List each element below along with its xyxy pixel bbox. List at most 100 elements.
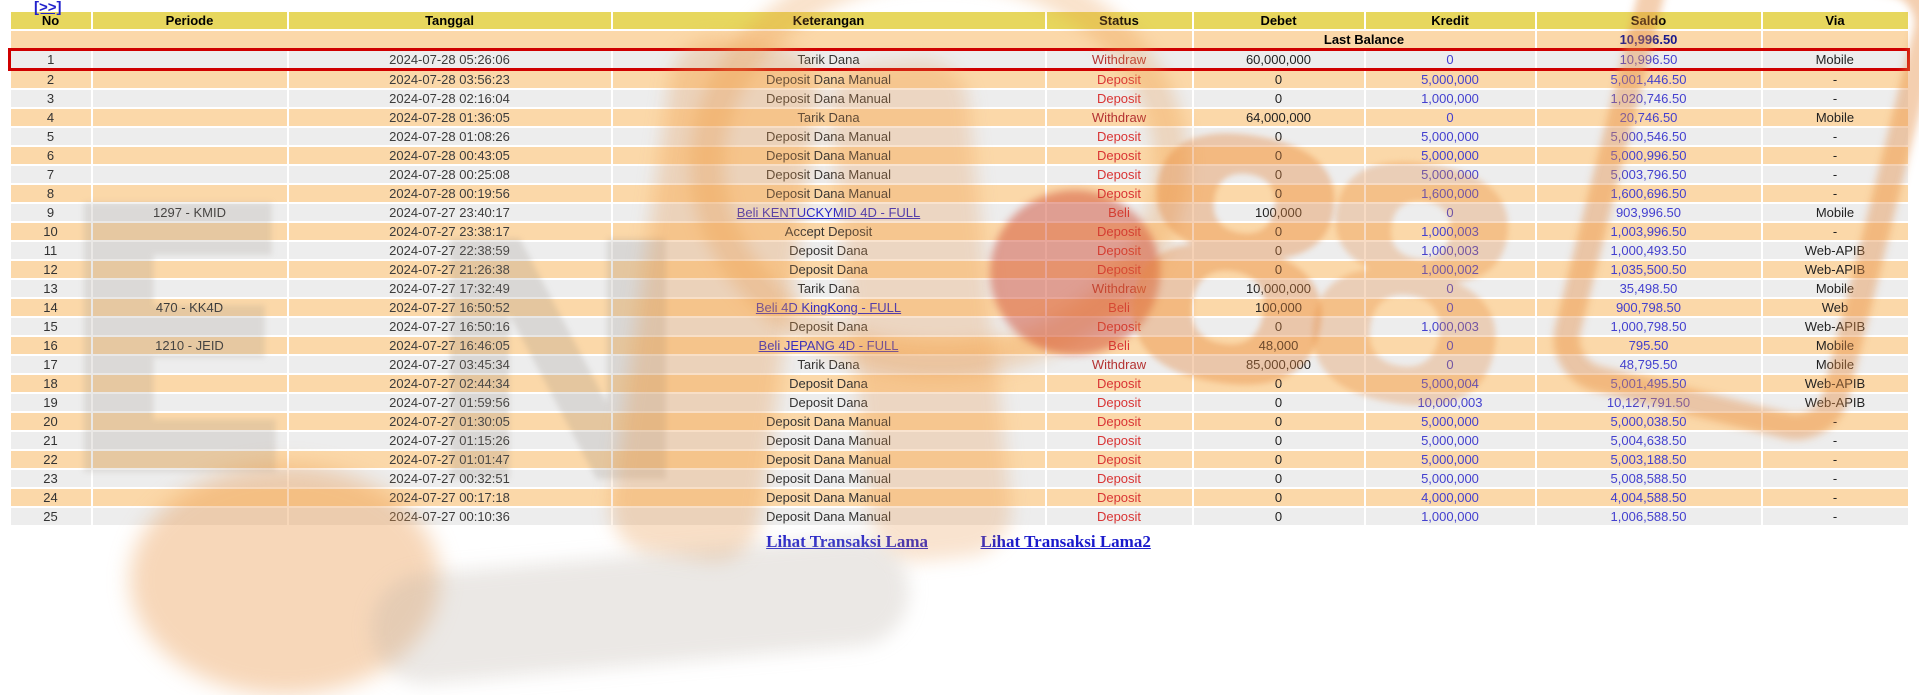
cell-debet: 48,000 — [1191, 335, 1366, 356]
cell-tanggal: 2024-07-27 00:17:18 — [286, 487, 613, 508]
column-header-periode: Periode — [90, 10, 289, 31]
cell-tanggal: 2024-07-27 01:30:05 — [286, 411, 613, 432]
cell-keterangan: Beli KENTUCKYMID 4D - FULL — [610, 202, 1047, 223]
column-header-via: Via — [1760, 10, 1910, 31]
cell-debet: 0 — [1191, 221, 1366, 242]
cell-saldo: 1,000,798.50 — [1534, 316, 1763, 337]
table-row: 15 2024-07-27 16:50:16 Deposit Dana Deposit… — [8, 316, 1910, 337]
cell-periode — [90, 88, 289, 109]
keterangan-link[interactable]: Beli JEPANG 4D - FULL — [758, 338, 899, 353]
cell-periode — [90, 373, 289, 394]
cell-via: Mobile — [1760, 278, 1910, 299]
cell-keterangan: Deposit Dana Manual — [610, 430, 1047, 451]
cell-tanggal: 2024-07-27 22:38:59 — [286, 240, 613, 261]
cell-no: 5 — [8, 126, 93, 147]
cell-via: Mobile — [1760, 354, 1910, 375]
cell-tanggal: 2024-07-28 00:43:05 — [286, 145, 613, 166]
table-row: 2 2024-07-28 03:56:23 Deposit Dana Manual D… — [8, 68, 1910, 90]
cell-keterangan: Deposit Dana Manual — [610, 164, 1047, 185]
cell-periode — [90, 278, 289, 299]
lihat-transaksi-lama-link[interactable]: Lihat Transaksi Lama — [766, 532, 929, 551]
cell-tanggal: 2024-07-27 01:15:26 — [286, 430, 613, 451]
last-balance-label: Last Balance — [1191, 29, 1537, 51]
cell-tanggal: 2024-07-27 23:40:17 — [286, 202, 613, 223]
cell-kredit: 1,000,003 — [1363, 316, 1537, 337]
cell-via: - — [1760, 183, 1910, 204]
cell-tanggal: 2024-07-27 00:32:51 — [286, 468, 613, 489]
cell-tanggal: 2024-07-27 17:32:49 — [286, 278, 613, 299]
cell-tanggal: 2024-07-27 01:59:56 — [286, 392, 613, 413]
cell-status: Deposit — [1044, 221, 1194, 242]
cell-status: Withdraw — [1044, 278, 1194, 299]
cell-no: 11 — [8, 240, 93, 261]
cell-periode — [90, 354, 289, 375]
cell-keterangan: Deposit Dana Manual — [610, 506, 1047, 527]
cell-tanggal: 2024-07-27 16:50:16 — [286, 316, 613, 337]
cell-debet: 100,000 — [1191, 297, 1366, 318]
cell-kredit: 1,000,003 — [1363, 240, 1537, 261]
cell-no: 7 — [8, 164, 93, 185]
cell-via: - — [1760, 430, 1910, 451]
cell-keterangan: Deposit Dana Manual — [610, 449, 1047, 470]
lihat-transaksi-lama2-link[interactable]: Lihat Transaksi Lama2 — [980, 532, 1151, 551]
cell-saldo: 5,003,796.50 — [1534, 164, 1763, 185]
cell-saldo: 35,498.50 — [1534, 278, 1763, 299]
cell-status: Deposit — [1044, 126, 1194, 147]
cell-status: Deposit — [1044, 430, 1194, 451]
table-row: 21 2024-07-27 01:15:26 Deposit Dana Manual… — [8, 430, 1910, 451]
cell-no: 9 — [8, 202, 93, 223]
cell-debet: 0 — [1191, 240, 1366, 261]
cell-saldo: 1,003,996.50 — [1534, 221, 1763, 242]
cell-status: Withdraw — [1044, 48, 1194, 71]
column-header-status: Status — [1044, 10, 1194, 31]
cell-no: 23 — [8, 468, 93, 489]
cell-via: - — [1760, 68, 1910, 90]
cell-keterangan: Accept Deposit — [610, 221, 1047, 242]
cell-status: Withdraw — [1044, 354, 1194, 375]
cell-debet: 0 — [1191, 68, 1366, 90]
cell-no: 20 — [8, 411, 93, 432]
cell-via: Mobile — [1760, 335, 1910, 356]
cell-no: 25 — [8, 506, 93, 527]
cell-keterangan: Deposit Dana Manual — [610, 68, 1047, 90]
cell-kredit: 1,600,000 — [1363, 183, 1537, 204]
cell-debet: 0 — [1191, 88, 1366, 109]
keterangan-link[interactable]: Beli 4D KingKong - FULL — [755, 300, 902, 315]
cell-periode — [90, 107, 289, 128]
cell-debet: 10,000,000 — [1191, 278, 1366, 299]
cell-debet: 85,000,000 — [1191, 354, 1366, 375]
cell-status: Deposit — [1044, 392, 1194, 413]
cell-saldo: 5,000,546.50 — [1534, 126, 1763, 147]
cell-periode: 1210 - JEID — [90, 335, 289, 356]
cell-kredit: 5,000,000 — [1363, 126, 1537, 147]
cell-kredit: 0 — [1363, 107, 1537, 128]
cell-periode: 470 - KK4D — [90, 297, 289, 318]
cell-no: 8 — [8, 183, 93, 204]
column-header-kredit: Kredit — [1363, 10, 1537, 31]
cell-keterangan: Deposit Dana Manual — [610, 126, 1047, 147]
table-row: 5 2024-07-28 01:08:26 Deposit Dana Manual D… — [8, 126, 1910, 147]
cell-periode — [90, 392, 289, 413]
cell-saldo: 5,003,188.50 — [1534, 449, 1763, 470]
cell-status: Deposit — [1044, 88, 1194, 109]
cell-debet: 0 — [1191, 468, 1366, 489]
cell-tanggal: 2024-07-28 00:25:08 — [286, 164, 613, 185]
cell-keterangan: Tarik Dana — [610, 354, 1047, 375]
cell-no: 3 — [8, 88, 93, 109]
cell-no: 6 — [8, 145, 93, 166]
cell-no: 21 — [8, 430, 93, 451]
cell-saldo: 4,004,588.50 — [1534, 487, 1763, 508]
cell-keterangan: Deposit Dana Manual — [610, 411, 1047, 432]
cell-saldo: 5,004,638.50 — [1534, 430, 1763, 451]
cell-status: Withdraw — [1044, 107, 1194, 128]
cell-kredit: 10,000,003 — [1363, 392, 1537, 413]
cell-tanggal: 2024-07-27 21:26:38 — [286, 259, 613, 280]
cell-no: 14 — [8, 297, 93, 318]
cell-debet: 0 — [1191, 449, 1366, 470]
cell-status: Deposit — [1044, 468, 1194, 489]
watermark-shape — [366, 531, 914, 689]
cell-status: Deposit — [1044, 68, 1194, 90]
pagination-next-link[interactable]: [>>] — [34, 0, 62, 16]
keterangan-link[interactable]: Beli KENTUCKYMID 4D - FULL — [736, 205, 921, 220]
cell-saldo: 900,798.50 — [1534, 297, 1763, 318]
